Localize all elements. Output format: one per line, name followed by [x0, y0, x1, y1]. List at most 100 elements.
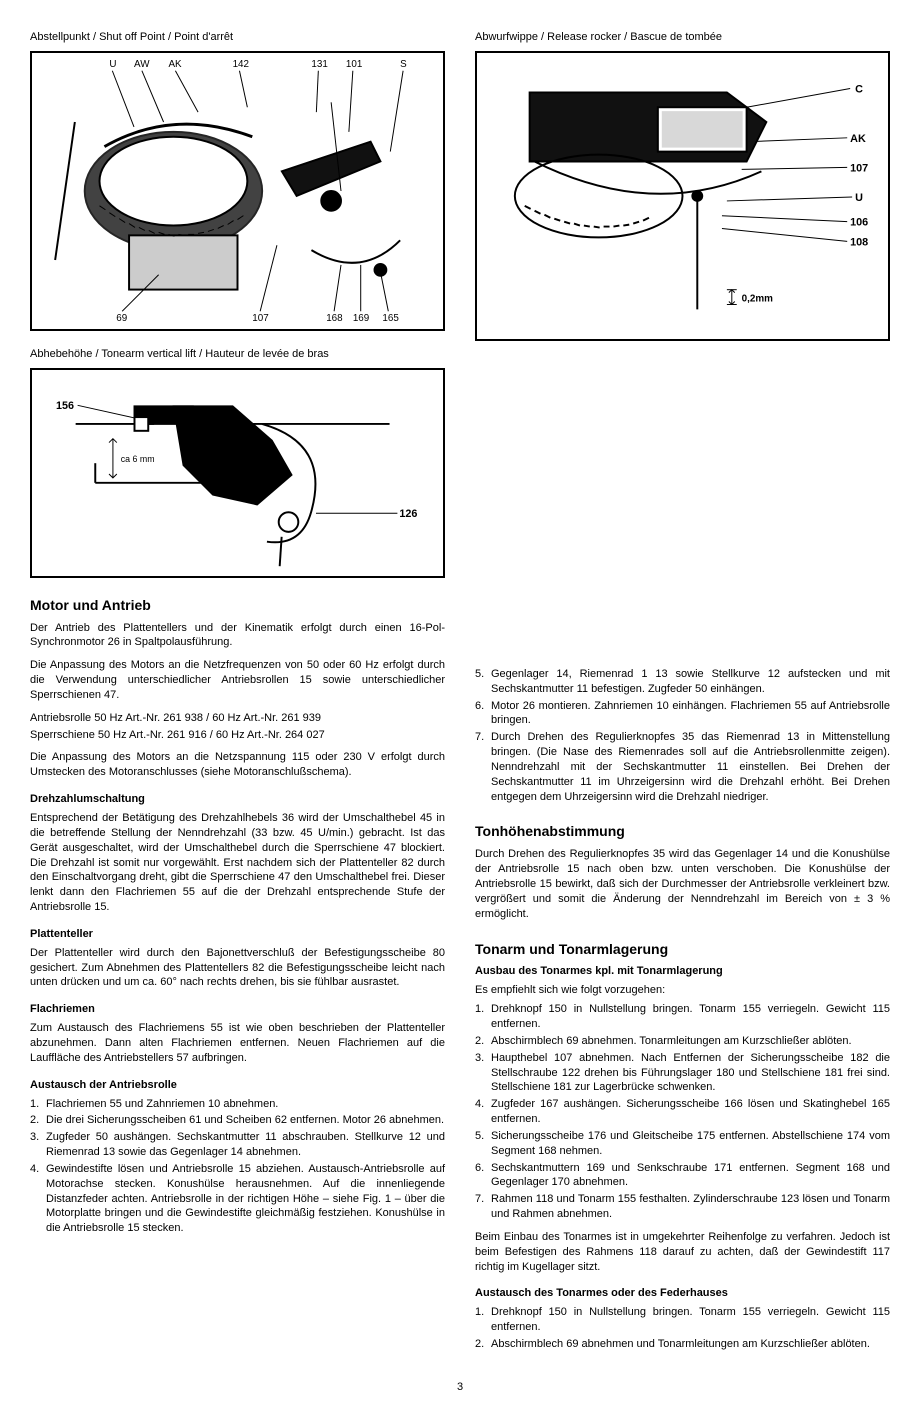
- page-number: 3: [30, 1380, 890, 1395]
- list-item: 2.Abschirmblech 69 abnehmen. Tonarmleitu…: [475, 1034, 890, 1049]
- para: Antriebsrolle 50 Hz Art.-Nr. 261 938 / 6…: [30, 711, 445, 726]
- svg-text:101: 101: [346, 59, 362, 70]
- para: Durch Drehen des Regulierknopfes 35 wird…: [475, 847, 890, 921]
- list-number: 3.: [30, 1130, 46, 1160]
- list-item: 4.Gewindestifte lösen und Antriebsrolle …: [30, 1162, 445, 1236]
- list-number: 5.: [475, 1129, 491, 1159]
- svg-text:131: 131: [311, 59, 327, 70]
- subheading-drehzahl: Drehzahlumschaltung: [30, 792, 445, 807]
- list-number: 4.: [475, 1097, 491, 1127]
- para: Der Plattenteller wird durch den Bajonet…: [30, 946, 445, 991]
- list-text: Gewindestifte lösen und Antriebsrolle 15…: [46, 1162, 445, 1236]
- figure3: 156 126: [30, 368, 445, 578]
- list-item: 5.Gegenlager 14, Riemenrad 1 13 sowie St…: [475, 667, 890, 697]
- list-item: 1.Flachriemen 55 und Zahnriemen 10 abneh…: [30, 1097, 445, 1112]
- list-item: 1.Drehknopf 150 in Nullstellung bringen.…: [475, 1305, 890, 1335]
- subheading-plattenteller: Plattenteller: [30, 927, 445, 942]
- list-number: 2.: [30, 1113, 46, 1128]
- list-number: 2.: [475, 1034, 491, 1049]
- svg-text:165: 165: [382, 313, 399, 324]
- svg-text:69: 69: [116, 313, 127, 324]
- para: Der Antrieb des Plattentellers und der K…: [30, 621, 445, 651]
- list-text: Gegenlager 14, Riemenrad 1 13 sowie Stel…: [491, 667, 890, 697]
- svg-text:U: U: [855, 192, 863, 204]
- para: Sperrschiene 50 Hz Art.-Nr. 261 916 / 60…: [30, 728, 445, 743]
- figure3-caption: Abhebehöhe / Tonearm vertical lift / Hau…: [30, 347, 445, 362]
- list-number: 3.: [475, 1051, 491, 1096]
- para: Die Anpassung des Motors an die Netzfreq…: [30, 658, 445, 703]
- list-item: 6.Motor 26 montieren. Zahnriemen 10 einh…: [475, 699, 890, 729]
- figure1-caption: Abstellpunkt / Shut off Point / Point d'…: [30, 30, 445, 45]
- list-item: 4.Zugfeder 167 aushängen. Sicherungssche…: [475, 1097, 890, 1127]
- list-austausch-tonarm: 1.Drehknopf 150 in Nullstellung bringen.…: [475, 1305, 890, 1352]
- svg-text:169: 169: [353, 313, 370, 324]
- svg-text:AK: AK: [169, 59, 183, 70]
- svg-text:C: C: [855, 83, 863, 95]
- figure2: C AK 107 U 106 108: [475, 51, 890, 341]
- svg-text:142: 142: [233, 59, 249, 70]
- para: Es empfiehlt sich wie folgt vorzugehen:: [475, 983, 890, 998]
- list-item: 7.Durch Drehen des Regulierknopfes 35 da…: [475, 730, 890, 804]
- list-text: Durch Drehen des Regulierknopfes 35 das …: [491, 730, 890, 804]
- subheading-austausch-antriebsrolle: Austausch der Antriebsrolle: [30, 1078, 445, 1093]
- heading-tonarm: Tonarm und Tonarmlagerung: [475, 940, 890, 959]
- list-number: 7.: [475, 1192, 491, 1222]
- list-ausbau-tonarm: 1.Drehknopf 150 in Nullstellung bringen.…: [475, 1002, 890, 1222]
- svg-text:107: 107: [850, 162, 868, 174]
- svg-text:0,2mm: 0,2mm: [742, 293, 773, 304]
- list-text: Die drei Sicherungsscheiben 61 und Schei…: [46, 1113, 445, 1128]
- para: Beim Einbau des Tonarmes ist in umgekehr…: [475, 1230, 890, 1275]
- svg-text:156: 156: [56, 400, 74, 412]
- figure2-caption: Abwurfwippe / Release rocker / Bascue de…: [475, 30, 890, 45]
- svg-text:168: 168: [326, 313, 343, 324]
- svg-text:ca 6 mm: ca 6 mm: [121, 454, 155, 464]
- list-number: 6.: [475, 1161, 491, 1191]
- list-number: 1.: [475, 1305, 491, 1335]
- list-number: 1.: [475, 1002, 491, 1032]
- list-text: Sechskantmuttern 169 und Senkschraube 17…: [491, 1161, 890, 1191]
- fig1-label-u: U: [109, 59, 116, 70]
- list-number: 6.: [475, 699, 491, 729]
- list-number: 5.: [475, 667, 491, 697]
- list-austausch-cont: 5.Gegenlager 14, Riemenrad 1 13 sowie St…: [475, 667, 890, 805]
- svg-text:106: 106: [850, 216, 868, 228]
- subheading-ausbau-tonarm: Ausbau des Tonarmes kpl. mit Tonarmlager…: [475, 964, 890, 979]
- heading-tonhoehen: Tonhöhenabstimmung: [475, 822, 890, 841]
- list-text: Flachriemen 55 und Zahnriemen 10 abnehme…: [46, 1097, 445, 1112]
- svg-text:107: 107: [252, 313, 268, 324]
- list-text: Drehknopf 150 in Nullstellung bringen. T…: [491, 1305, 890, 1335]
- svg-text:AW: AW: [134, 59, 150, 70]
- svg-text:AK: AK: [850, 133, 866, 145]
- list-number: 2.: [475, 1337, 491, 1352]
- list-item: 6.Sechskantmuttern 169 und Senkschraube …: [475, 1161, 890, 1191]
- list-item: 2.Die drei Sicherungsscheiben 61 und Sch…: [30, 1113, 445, 1128]
- list-text: Zugfeder 50 aushängen. Sechskantmutter 1…: [46, 1130, 445, 1160]
- list-text: Zugfeder 167 aushängen. Sicherungsscheib…: [491, 1097, 890, 1127]
- list-item: 1.Drehknopf 150 in Nullstellung bringen.…: [475, 1002, 890, 1032]
- list-item: 3.Haupthebel 107 abnehmen. Nach Entferne…: [475, 1051, 890, 1096]
- list-text: Motor 26 montieren. Zahnriemen 10 einhän…: [491, 699, 890, 729]
- para: Zum Austausch des Flachriemens 55 ist wi…: [30, 1021, 445, 1066]
- subheading-austausch-tonarm: Austausch des Tonarmes oder des Federhau…: [475, 1286, 890, 1301]
- list-number: 1.: [30, 1097, 46, 1112]
- list-number: 7.: [475, 730, 491, 804]
- list-text: Sicherungsscheibe 176 und Gleitscheibe 1…: [491, 1129, 890, 1159]
- para: Entsprechend der Betätigung des Drehzahl…: [30, 811, 445, 915]
- list-text: Drehknopf 150 in Nullstellung bringen. T…: [491, 1002, 890, 1032]
- list-item: 3.Zugfeder 50 aushängen. Sechskantmutter…: [30, 1130, 445, 1160]
- svg-text:108: 108: [850, 236, 868, 248]
- subheading-flachriemen: Flachriemen: [30, 1002, 445, 1017]
- list-text: Rahmen 118 und Tonarm 155 festhalten. Zy…: [491, 1192, 890, 1222]
- figure1: U AW AK 142 131 101 S: [30, 51, 445, 331]
- svg-text:S: S: [400, 59, 407, 70]
- list-item: 5.Sicherungsscheibe 176 und Gleitscheibe…: [475, 1129, 890, 1159]
- list-text: Abschirmblech 69 abnehmen. Tonarmleitung…: [491, 1034, 890, 1049]
- para: Die Anpassung des Motors an die Netzspan…: [30, 750, 445, 780]
- svg-text:126: 126: [399, 508, 417, 520]
- list-item: 2.Abschirmblech 69 abnehmen und Tonarmle…: [475, 1337, 890, 1352]
- heading-motor-antrieb: Motor und Antrieb: [30, 596, 445, 615]
- list-item: 7.Rahmen 118 und Tonarm 155 festhalten. …: [475, 1192, 890, 1222]
- list-number: 4.: [30, 1162, 46, 1236]
- list-text: Haupthebel 107 abnehmen. Nach Entfernen …: [491, 1051, 890, 1096]
- list-austausch-antriebsrolle: 1.Flachriemen 55 und Zahnriemen 10 abneh…: [30, 1097, 445, 1237]
